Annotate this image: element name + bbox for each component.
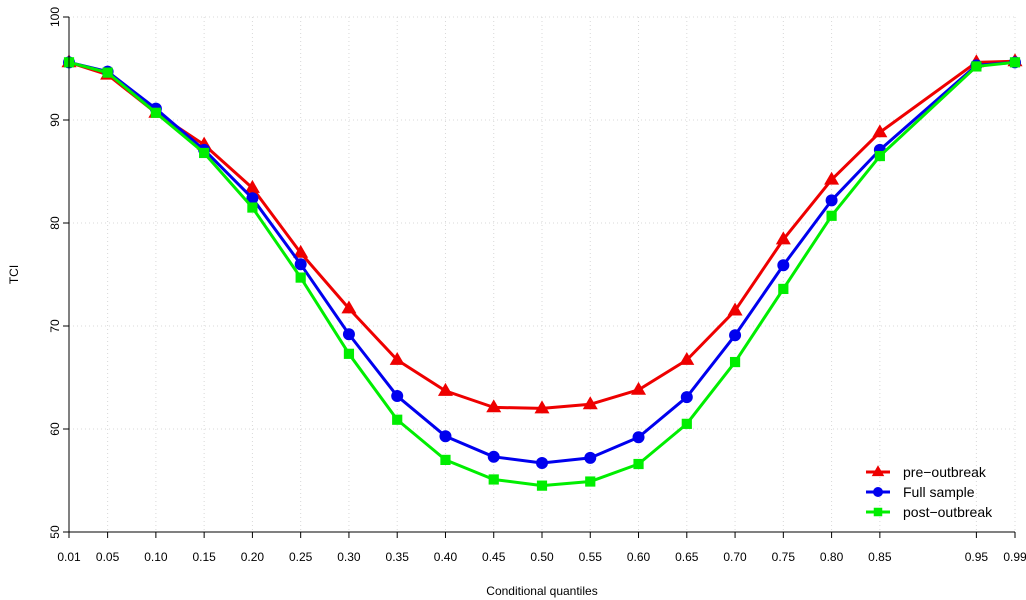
legend-marker [871, 465, 885, 477]
series-point [341, 300, 357, 314]
series-point [199, 147, 210, 159]
legend-marker [873, 487, 883, 497]
series-point [1009, 57, 1021, 68]
series-point [632, 431, 645, 444]
series-point [727, 302, 743, 316]
series-point [874, 150, 885, 162]
series-point [824, 171, 840, 185]
x-tick-label: 0.95 [965, 550, 989, 564]
series-point [150, 107, 161, 118]
x-tick-label: 0.40 [434, 550, 458, 564]
legend-label: pre−outbreak [903, 464, 987, 480]
legend-label: Full sample [903, 484, 975, 500]
series-point [247, 202, 258, 213]
series-point [585, 476, 596, 487]
y-tick-label: 100 [48, 7, 62, 27]
x-tick-label: 0.85 [868, 550, 892, 564]
legend-label: post−outbreak [903, 504, 993, 520]
x-tick-label: 0.99 [1003, 550, 1026, 564]
series-point [633, 458, 644, 470]
series-line [68, 60, 1016, 465]
x-tick-label: 0.10 [144, 550, 168, 564]
series-point [729, 329, 742, 342]
series-point [681, 418, 692, 429]
series-point [872, 124, 888, 138]
x-tick-label: 0.75 [772, 550, 796, 564]
x-tick-label: 0.50 [530, 550, 554, 564]
series-point [342, 328, 355, 341]
x-tick-label: 0.01 [57, 550, 81, 564]
series-point [439, 430, 452, 443]
series-point [778, 283, 789, 295]
x-tick-label: 0.60 [627, 550, 651, 564]
legend-marker [873, 507, 883, 517]
y-tick-label: 70 [48, 319, 62, 333]
x-tick-label: 0.45 [482, 550, 506, 564]
series-point [440, 454, 451, 465]
grid [68, 16, 1016, 533]
series-point [680, 391, 693, 404]
series-point [294, 258, 307, 271]
y-axis-title: TCI [7, 265, 21, 284]
series-point [392, 414, 403, 425]
x-tick-label: 0.55 [579, 550, 603, 564]
series-point [971, 61, 982, 72]
x-tick-label: 0.30 [337, 550, 361, 564]
series-point [729, 356, 741, 368]
series-point [488, 474, 499, 485]
series-point [825, 194, 838, 207]
series-point [486, 399, 502, 413]
series-point [246, 192, 259, 205]
series-point [391, 390, 404, 403]
series-group [61, 53, 1023, 491]
x-tick-label: 0.05 [96, 550, 120, 564]
x-tick-label: 0.35 [386, 550, 410, 564]
series-line [68, 59, 1016, 410]
x-tick-label: 0.65 [675, 550, 699, 564]
series-point [102, 67, 113, 78]
series-point [826, 210, 837, 221]
y-tick-label: 80 [48, 216, 62, 230]
legend: pre−outbreak Full sample post−outbreak [866, 464, 993, 520]
series-point [631, 381, 647, 395]
legend-entry: post−outbreak [866, 504, 993, 520]
x-tick-label: 0.15 [192, 550, 216, 564]
series-point [679, 351, 695, 365]
y-tick-label: 50 [48, 525, 62, 539]
legend-entry: pre−outbreak [866, 464, 987, 480]
series-point [244, 179, 260, 193]
x-tick-label: 0.25 [289, 550, 313, 564]
series-point [293, 244, 309, 258]
series-point [775, 231, 791, 245]
series-point [536, 480, 548, 491]
x-axis-title: Conditional quantiles [486, 584, 597, 598]
series-point [487, 450, 500, 463]
legend-entry: Full sample [866, 484, 975, 500]
series-point [536, 456, 548, 469]
x-tick-label: 0.70 [723, 550, 747, 564]
x-tick-label: 0.80 [820, 550, 844, 564]
y-tick-label: 90 [48, 113, 62, 127]
series-point [295, 272, 306, 283]
series-point [343, 348, 355, 359]
series-point [582, 396, 598, 410]
series-point [584, 451, 597, 464]
series-point [777, 259, 790, 272]
series-point [389, 351, 405, 365]
series-line [68, 60, 1016, 488]
x-tick-label: 0.20 [241, 550, 265, 564]
y-tick-label: 60 [48, 422, 62, 436]
series-point [437, 382, 453, 396]
series-point [534, 400, 550, 414]
axes: 50 60 70 80 90 100 0.01 0.05 0.10 0.15 0.20 0.25 0.3… [48, 7, 1026, 564]
